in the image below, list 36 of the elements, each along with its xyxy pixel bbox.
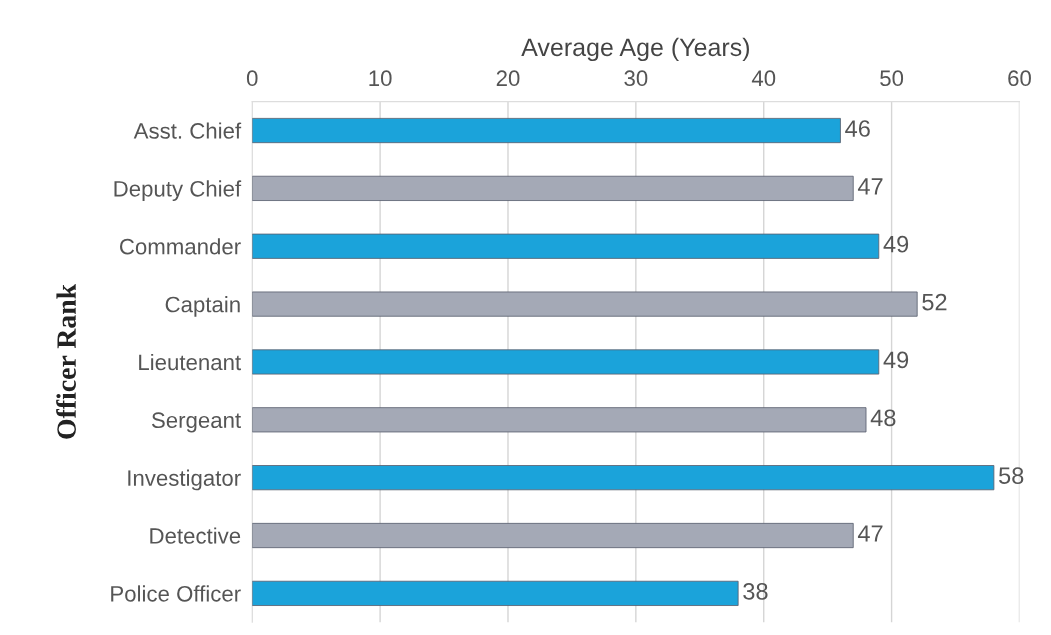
x-tick-label: 40 bbox=[751, 70, 776, 87]
bar bbox=[252, 233, 880, 259]
bar bbox=[252, 291, 918, 317]
y-axis-title: Officer Rank bbox=[56, 283, 76, 439]
bar bbox=[252, 349, 880, 375]
bar bbox=[252, 117, 841, 144]
data-label: 47 bbox=[857, 178, 883, 195]
bar bbox=[252, 522, 854, 549]
data-label: 49 bbox=[883, 235, 909, 253]
x-axis-title: Average Age (Years) bbox=[521, 37, 749, 62]
data-label: 47 bbox=[857, 525, 883, 542]
x-tick-label: 20 bbox=[496, 70, 520, 87]
bar bbox=[252, 407, 867, 433]
bar bbox=[252, 580, 739, 606]
x-tick-label: 10 bbox=[369, 70, 392, 87]
y-tick-label: Investigator bbox=[128, 469, 241, 491]
x-tick-label: 50 bbox=[880, 70, 904, 87]
y-tick-label: Lieutenant bbox=[139, 353, 241, 371]
data-label: 58 bbox=[999, 467, 1024, 484]
data-label: 48 bbox=[870, 409, 896, 427]
x-tick-label: 60 bbox=[1008, 70, 1031, 87]
y-tick-label: Commander bbox=[120, 238, 241, 255]
x-tick-label: 30 bbox=[624, 70, 648, 87]
data-label: 49 bbox=[883, 351, 909, 369]
bar bbox=[252, 465, 995, 491]
y-tick-label: Detective bbox=[150, 527, 241, 544]
y-tick-label: Deputy Chief bbox=[114, 180, 242, 202]
y-tick-label: Sergeant bbox=[151, 412, 241, 433]
x-tick-label: 0 bbox=[246, 70, 258, 87]
bar bbox=[252, 175, 854, 201]
data-label: 52 bbox=[922, 293, 947, 311]
y-tick-label: Police Officer bbox=[111, 585, 241, 602]
y-tick-label: Asst. Chief bbox=[133, 122, 242, 139]
data-label: 46 bbox=[845, 120, 870, 137]
y-tick-label: Captain bbox=[165, 296, 240, 317]
data-label: 38 bbox=[743, 582, 768, 600]
